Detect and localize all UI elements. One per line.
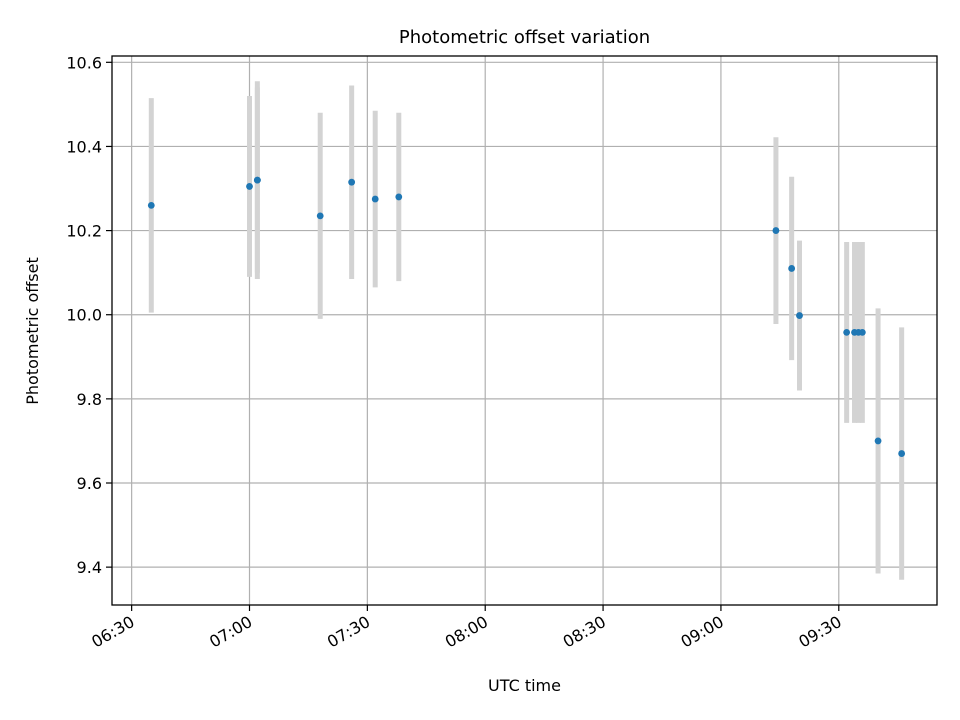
- y-tick-label: 10.0: [66, 306, 102, 325]
- y-tick-label: 10.2: [66, 222, 102, 241]
- error-bars: [148, 81, 905, 580]
- x-tick-label: 09:30: [795, 612, 844, 652]
- data-point: [874, 437, 882, 445]
- y-tick-label: 10.6: [66, 53, 102, 72]
- data-point: [371, 195, 379, 203]
- x-tick-label: 09:00: [677, 612, 726, 652]
- x-tick-label: 08:30: [560, 612, 609, 652]
- data-point: [246, 183, 253, 190]
- data-point: [858, 328, 866, 336]
- y-tick-label: 10.4: [66, 137, 102, 156]
- data-point: [898, 450, 906, 457]
- data-point: [796, 312, 803, 319]
- x-axis: 06:30 07:00 07:30 08:00 08:30 09:00 09:30: [88, 605, 845, 652]
- data-points: [147, 176, 906, 457]
- y-tick-label: 9.8: [77, 390, 102, 409]
- plot-frame: [111, 55, 938, 606]
- chart-title: Photometric offset variation: [399, 27, 650, 48]
- data-point: [348, 178, 356, 186]
- x-axis-label: UTC time: [488, 676, 561, 695]
- grid: [112, 56, 937, 605]
- y-axis: 9.4 9.6 9.8 10.0 10.2 10.4 10.6: [66, 53, 112, 577]
- data-point: [147, 201, 155, 209]
- y-axis-label: Photometric offset: [23, 257, 42, 405]
- y-tick-label: 9.6: [77, 474, 102, 493]
- y-tick-label: 9.4: [77, 558, 102, 577]
- data-point: [788, 265, 796, 272]
- x-tick-label: 06:30: [88, 612, 137, 652]
- x-tick-label: 07:00: [206, 612, 255, 652]
- data-point: [253, 176, 261, 184]
- data-point: [395, 193, 403, 201]
- data-point: [772, 227, 780, 234]
- data-point: [843, 328, 851, 336]
- x-tick-label: 08:00: [442, 612, 491, 652]
- x-tick-label: 07:30: [324, 612, 373, 652]
- data-point: [316, 212, 324, 220]
